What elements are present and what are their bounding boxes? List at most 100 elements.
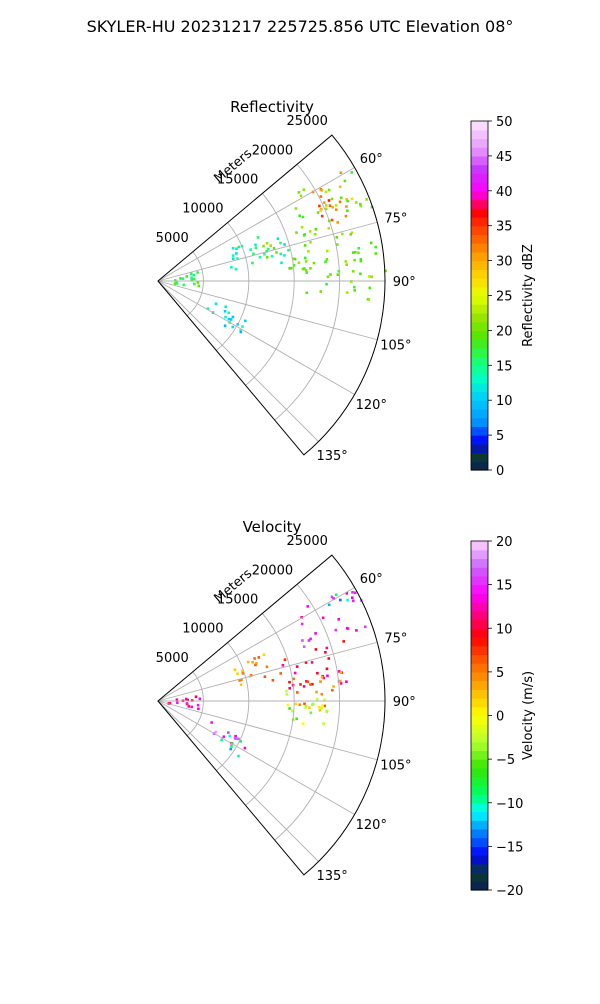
colorbar-tick-label: 20 [496, 324, 513, 339]
echo-pixel [254, 246, 258, 250]
echo-pixel [323, 698, 326, 702]
colorbar-swatch [471, 541, 488, 551]
echo-pixel [296, 691, 299, 694]
colorbar-swatch [471, 461, 488, 471]
echo-pixel [234, 267, 238, 271]
echo-pixel [300, 622, 304, 626]
polar-grid [157, 583, 385, 862]
radial-tick-label: 20000 [252, 143, 293, 158]
echo-pixel [292, 264, 296, 267]
colorbar-swatch [471, 347, 488, 358]
echo-pixel [384, 269, 387, 273]
echo-pixel [352, 599, 355, 603]
panel-title: Velocity [243, 518, 302, 536]
echo-pixel [314, 228, 318, 231]
echo-pixel [353, 285, 356, 289]
colorbar-swatch [471, 680, 488, 690]
colorbar-tick-label: 20 [496, 535, 513, 550]
colorbar-swatch [471, 689, 488, 699]
echo-pixel [318, 709, 322, 712]
echo-pixel [291, 257, 295, 260]
colorbar-tick-label: 5 [496, 429, 504, 444]
echo-pixel [229, 318, 233, 321]
echo-region-7 [233, 653, 282, 686]
azimuth-line [157, 700, 319, 862]
echo-pixel [327, 227, 331, 230]
echo-pixel [300, 225, 304, 229]
echo-pixel [196, 281, 200, 284]
colorbar-swatch [471, 286, 488, 297]
echo-pixel [319, 290, 323, 293]
echo-pixel [249, 248, 252, 251]
colorbar-swatch [471, 443, 488, 454]
echo-region-3 [281, 640, 348, 690]
echo-pixel [288, 687, 291, 690]
echo-pixel [336, 273, 340, 276]
colorbar-swatch [471, 138, 488, 148]
angular-tick-label: 60° [360, 152, 383, 167]
echo-pixel [332, 685, 335, 688]
echo-pixel [298, 703, 301, 706]
colorbar-swatch [471, 610, 488, 621]
colorbar-swatch [471, 121, 488, 131]
colorbar-swatch [471, 785, 488, 795]
echo-pixel [350, 171, 354, 174]
colorbar-swatch [471, 312, 488, 323]
colorbar-swatch [471, 602, 488, 612]
colorbar-tick-label: 30 [496, 255, 513, 270]
colorbar-swatch [471, 724, 488, 734]
echo-pixel [359, 202, 362, 206]
colorbar-swatch [471, 593, 488, 603]
echo-pixel [224, 315, 227, 319]
colorbar-swatch [471, 216, 488, 227]
echo-pixel [189, 272, 193, 276]
echo-pixel [304, 661, 308, 664]
echo-pixel [196, 703, 200, 707]
azimuth-line [157, 587, 355, 702]
echo-pixel [345, 205, 348, 208]
echo-pixel [320, 692, 324, 696]
echo-pixel [351, 270, 355, 273]
radial-tick-label: 15000 [217, 172, 258, 187]
range-ring [245, 613, 295, 806]
echo-pixel [175, 698, 179, 701]
echo-pixel [302, 188, 306, 191]
echo-pixel [322, 201, 326, 204]
azimuth-line [157, 280, 378, 341]
echo-pixel [223, 310, 227, 313]
echo-pixel [294, 207, 298, 210]
radial-tick-label: 25000 [287, 534, 328, 549]
echo-pixel [302, 685, 306, 688]
angular-tick-label: 105° [380, 759, 411, 774]
colorbar-swatch [471, 391, 488, 401]
echo-pixel [258, 255, 262, 259]
colorbar-swatch [471, 330, 488, 340]
echo-pixel [353, 591, 357, 595]
colorbar-swatch [471, 278, 488, 288]
colorbar-swatch [471, 452, 488, 462]
colorbar-swatch [471, 698, 488, 708]
angular-tick-label: 120° [356, 398, 387, 413]
colorbar-swatch [471, 243, 488, 253]
echo-pixel [285, 693, 289, 696]
echo-pixel [246, 660, 250, 664]
echo-pixel [324, 260, 327, 264]
range-ring [216, 222, 250, 351]
echo-pixel [334, 593, 338, 597]
echo-pixel [309, 683, 312, 686]
echo-pixel [327, 199, 331, 202]
figure-title: SKYLER-HU 20231217 225725.856 UTC Elevat… [87, 17, 514, 36]
echo-pixel [331, 205, 334, 209]
echo-pixel [319, 195, 323, 198]
echo-pixel [325, 204, 328, 207]
colorbar-swatch [471, 365, 488, 375]
echo-pixel [308, 706, 311, 709]
echo-pixel [295, 665, 299, 668]
echo-pixel [301, 267, 305, 271]
echo-pixel [359, 204, 363, 208]
echo-pixel [339, 598, 342, 602]
echo-pixel [269, 244, 272, 247]
echo-pixel [313, 233, 317, 236]
